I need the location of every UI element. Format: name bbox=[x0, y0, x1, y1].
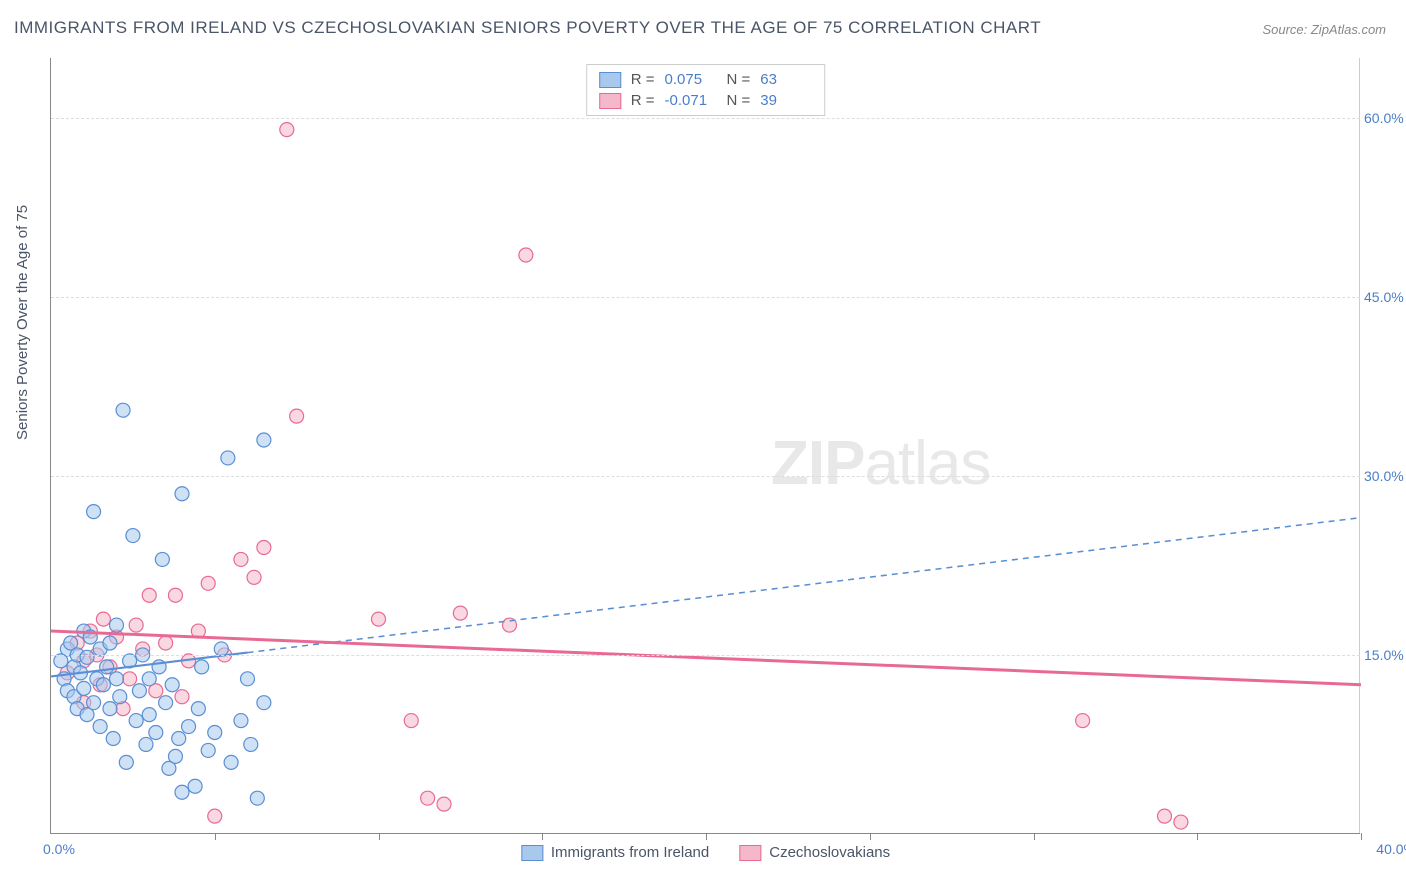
data-point bbox=[224, 755, 238, 769]
data-point bbox=[155, 552, 169, 566]
data-point bbox=[208, 809, 222, 823]
data-point bbox=[201, 743, 215, 757]
data-point bbox=[437, 797, 451, 811]
data-point bbox=[142, 708, 156, 722]
data-point bbox=[123, 672, 137, 686]
x-tick bbox=[1034, 833, 1035, 840]
legend-label-czech: Czechoslovakians bbox=[769, 844, 890, 861]
data-point bbox=[234, 714, 248, 728]
data-point bbox=[159, 696, 173, 710]
data-point bbox=[221, 451, 235, 465]
data-point bbox=[139, 737, 153, 751]
data-point bbox=[188, 779, 202, 793]
data-point bbox=[168, 749, 182, 763]
data-point bbox=[519, 248, 533, 262]
data-point bbox=[77, 681, 91, 695]
data-point bbox=[175, 487, 189, 501]
data-point bbox=[201, 576, 215, 590]
scatter-svg bbox=[51, 58, 1360, 833]
data-point bbox=[241, 672, 255, 686]
x-tick bbox=[870, 833, 871, 840]
x-axis-start-label: 0.0% bbox=[43, 841, 75, 857]
data-point bbox=[208, 726, 222, 740]
x-tick bbox=[379, 833, 380, 840]
legend-swatch-ireland bbox=[521, 845, 543, 861]
data-point bbox=[1158, 809, 1172, 823]
x-axis-end-label: 40.0% bbox=[1376, 841, 1406, 857]
data-point bbox=[372, 612, 386, 626]
data-point bbox=[234, 552, 248, 566]
source-attribution: Source: ZipAtlas.com bbox=[1262, 22, 1386, 37]
data-point bbox=[113, 690, 127, 704]
data-point bbox=[96, 678, 110, 692]
chart-plot-area: ZIPatlas R = 0.075 N = 63 R = -0.071 N =… bbox=[50, 58, 1360, 834]
series-legend: Immigrants from Ireland Czechoslovakians bbox=[521, 844, 890, 861]
x-tick bbox=[1361, 833, 1362, 840]
data-point bbox=[110, 672, 124, 686]
legend-label-ireland: Immigrants from Ireland bbox=[551, 844, 709, 861]
data-point bbox=[175, 785, 189, 799]
data-point bbox=[129, 714, 143, 728]
gridline bbox=[51, 297, 1360, 298]
data-point bbox=[93, 720, 107, 734]
data-point bbox=[280, 123, 294, 137]
data-point bbox=[103, 636, 117, 650]
data-point bbox=[116, 403, 130, 417]
data-point bbox=[168, 588, 182, 602]
data-point bbox=[250, 791, 264, 805]
legend-item-czech: Czechoslovakians bbox=[739, 844, 890, 861]
data-point bbox=[106, 731, 120, 745]
data-point bbox=[103, 702, 117, 716]
data-point bbox=[195, 660, 209, 674]
data-point bbox=[110, 618, 124, 632]
y-tick-label: 60.0% bbox=[1364, 110, 1406, 126]
data-point bbox=[87, 696, 101, 710]
legend-swatch-czech bbox=[739, 845, 761, 861]
gridline bbox=[51, 476, 1360, 477]
x-tick bbox=[1197, 833, 1198, 840]
x-tick bbox=[706, 833, 707, 840]
data-point bbox=[247, 570, 261, 584]
data-point bbox=[132, 684, 146, 698]
data-point bbox=[100, 660, 114, 674]
data-point bbox=[257, 433, 271, 447]
data-point bbox=[96, 612, 110, 626]
data-point bbox=[142, 672, 156, 686]
gridline bbox=[51, 118, 1360, 119]
data-point bbox=[404, 714, 418, 728]
data-point bbox=[214, 642, 228, 656]
data-point bbox=[149, 726, 163, 740]
data-point bbox=[453, 606, 467, 620]
data-point bbox=[290, 409, 304, 423]
data-point bbox=[1076, 714, 1090, 728]
data-point bbox=[165, 678, 179, 692]
legend-item-ireland: Immigrants from Ireland bbox=[521, 844, 709, 861]
trend-line-extrapolated bbox=[248, 518, 1362, 653]
data-point bbox=[257, 696, 271, 710]
data-point bbox=[129, 618, 143, 632]
data-point bbox=[172, 731, 186, 745]
data-point bbox=[126, 529, 140, 543]
x-tick bbox=[215, 833, 216, 840]
y-axis-label: Seniors Poverty Over the Age of 75 bbox=[14, 205, 31, 440]
data-point bbox=[119, 755, 133, 769]
chart-title: IMMIGRANTS FROM IRELAND VS CZECHOSLOVAKI… bbox=[14, 18, 1041, 38]
x-tick bbox=[542, 833, 543, 840]
y-tick-label: 45.0% bbox=[1364, 289, 1406, 305]
data-point bbox=[421, 791, 435, 805]
data-point bbox=[142, 588, 156, 602]
data-point bbox=[257, 540, 271, 554]
gridline bbox=[51, 655, 1360, 656]
data-point bbox=[159, 636, 173, 650]
y-tick-label: 30.0% bbox=[1364, 468, 1406, 484]
data-point bbox=[244, 737, 258, 751]
data-point bbox=[1174, 815, 1188, 829]
data-point bbox=[175, 690, 189, 704]
data-point bbox=[87, 505, 101, 519]
data-point bbox=[191, 702, 205, 716]
data-point bbox=[182, 720, 196, 734]
data-point bbox=[80, 650, 94, 664]
y-tick-label: 15.0% bbox=[1364, 647, 1406, 663]
